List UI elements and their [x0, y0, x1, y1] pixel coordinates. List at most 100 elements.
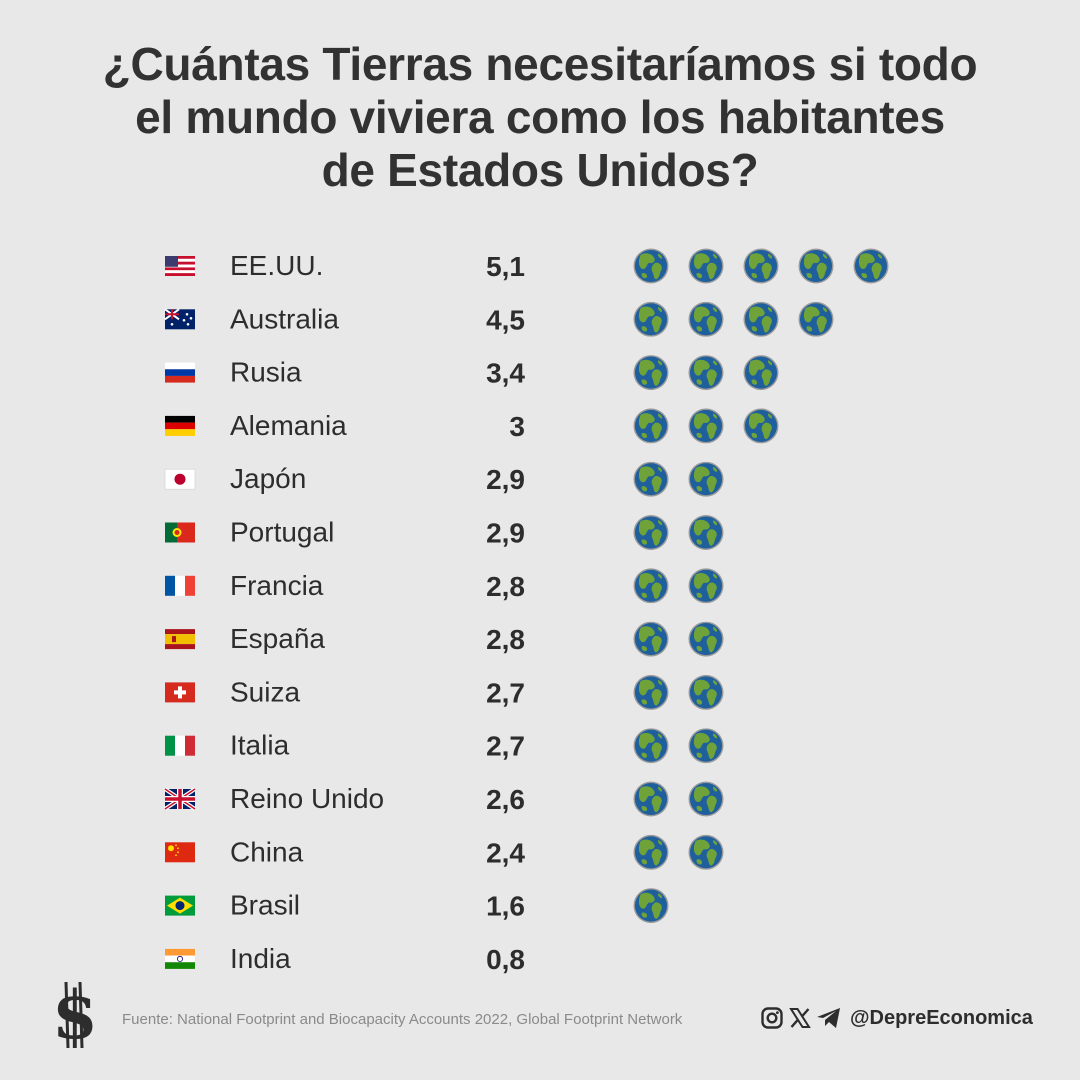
earth-icon: [688, 408, 724, 444]
australia-flag: [164, 308, 195, 330]
partial-earth-icon: [743, 728, 768, 764]
earth-icon: [633, 515, 669, 550]
source-note: Fuente: National Footprint and Biocapaci…: [122, 1011, 683, 1028]
chart-row: Australia 4,5: [164, 301, 871, 337]
value-label: 0,8: [486, 944, 525, 975]
country-label: Alemania: [230, 410, 347, 441]
earth-icon: [688, 461, 724, 497]
earth-icon: [688, 355, 724, 391]
country-label: Italia: [230, 730, 290, 761]
earth-icon: [688, 301, 724, 337]
value-label: 1,6: [486, 891, 525, 922]
earth-icon: [688, 781, 724, 817]
value-label: 2,9: [486, 518, 525, 549]
country-label: Francia: [230, 570, 324, 601]
partial-earth-icon: [688, 888, 710, 924]
country-label: Portugal: [230, 517, 334, 548]
telegram-icon[interactable]: [816, 1006, 842, 1030]
chart-row: China 2,4: [165, 834, 758, 870]
switzerland-flag: [165, 682, 195, 703]
partial-earth-icon: [633, 941, 662, 977]
chart-row: Suiza 2,7: [165, 674, 768, 710]
country-label: Japón: [230, 463, 306, 494]
country-label: Brasil: [230, 890, 300, 921]
usa-flag: [165, 256, 195, 276]
chart-row: Rusia 3,4: [165, 355, 813, 391]
earth-icon: [688, 728, 724, 764]
partial-earth-icon: [743, 621, 772, 657]
country-label: España: [230, 623, 325, 654]
earth-icon: [688, 568, 724, 604]
value-label: 5,1: [486, 251, 525, 282]
earth-icon: [633, 248, 669, 284]
earth-icon: [633, 461, 669, 497]
india-flag: [165, 948, 195, 969]
portugal-flag: [165, 522, 195, 543]
chart-row: Alemania 3: [165, 408, 779, 444]
earth-icon: [688, 248, 724, 284]
brazil-flag: [165, 895, 195, 916]
partial-earth-icon: [798, 355, 813, 391]
earth-icon: [633, 301, 669, 337]
value-label: 2,7: [486, 677, 525, 708]
value-label: 2,8: [486, 624, 525, 655]
earth-icon: [633, 728, 669, 764]
chart-row: Italia 2,7: [165, 728, 768, 764]
country-label: EE.UU.: [230, 250, 323, 281]
earth-icon: [688, 515, 724, 550]
earth-icon: [743, 355, 779, 391]
value-label: 2,7: [486, 731, 525, 762]
value-label: 2,8: [486, 571, 525, 602]
chart-row: Japón 2,9: [164, 461, 775, 497]
country-label: Australia: [230, 303, 339, 334]
earth-icon: [798, 248, 834, 284]
earth-icon: [743, 248, 779, 284]
value-label: 3: [509, 411, 525, 442]
chart-row: España 2,8: [165, 621, 772, 657]
social-bar: @DepreEconomica: [760, 1006, 1033, 1030]
partial-earth-icon: [743, 674, 768, 710]
country-label: Rusia: [230, 357, 302, 388]
country-label: China: [230, 836, 304, 867]
earth-icon: [853, 248, 889, 284]
earth-icon: [633, 888, 669, 924]
chart-title: ¿Cuántas Tierras necesitaríamos si todo …: [40, 38, 1040, 197]
instagram-icon[interactable]: [760, 1006, 784, 1030]
earth-icon: [633, 621, 669, 657]
italy-flag: [165, 735, 195, 756]
chart-row: EE.UU. 5,1: [165, 248, 912, 284]
earth-icon: [633, 674, 669, 710]
partial-earth-icon: [743, 568, 772, 604]
russia-flag: [165, 362, 195, 383]
partial-earth-icon: [908, 248, 912, 284]
title-line-2: el mundo viviera como los habitantes: [135, 91, 945, 143]
value-label: 3,4: [486, 358, 525, 389]
chart-row: Reino Unido 2,6: [163, 781, 765, 817]
earth-icon: [688, 621, 724, 657]
x-icon[interactable]: [788, 1006, 812, 1030]
partial-earth-icon: [743, 515, 775, 550]
earth-icon: [798, 301, 834, 337]
spain-flag: [165, 629, 195, 650]
earth-icon: [633, 355, 669, 391]
japan-flag: [164, 468, 196, 490]
value-label: 2,6: [486, 784, 525, 815]
social-handle[interactable]: @DepreEconomica: [850, 1006, 1033, 1029]
chart-row: India 0,8: [165, 941, 662, 977]
country-label: India: [230, 943, 291, 974]
earth-icon: [743, 301, 779, 337]
partial-earth-icon: [743, 781, 765, 817]
earth-icon: [688, 674, 724, 710]
country-label: Reino Unido: [230, 783, 384, 814]
title-line-1: ¿Cuántas Tierras necesitaríamos si todo: [102, 38, 978, 90]
earth-icon: [688, 834, 724, 870]
value-label: 4,5: [486, 304, 525, 335]
china-flag: [165, 842, 195, 863]
title-line-3: de Estados Unidos?: [321, 144, 759, 196]
country-label: Suiza: [230, 676, 300, 707]
value-label: 2,9: [486, 464, 525, 495]
earth-icon: [633, 781, 669, 817]
earth-icon: [633, 568, 669, 604]
earth-icon: [743, 408, 779, 444]
